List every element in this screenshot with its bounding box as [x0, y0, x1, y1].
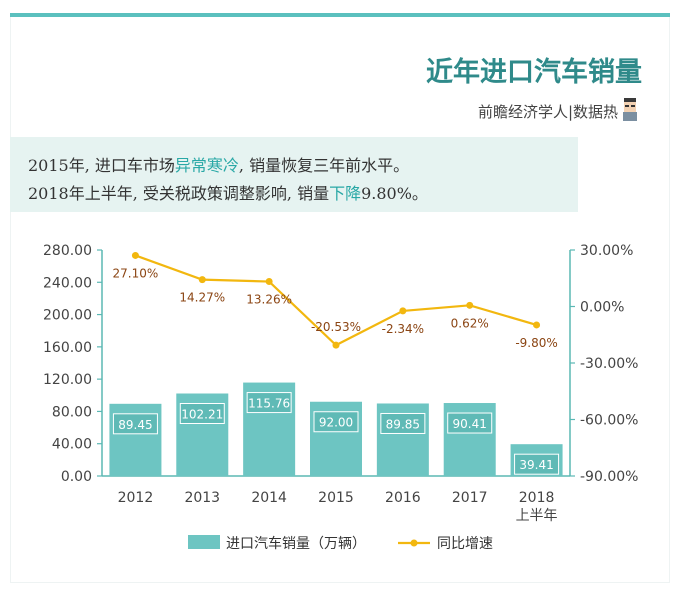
- left-axis-tick-label: 160.00: [43, 340, 92, 356]
- bar-value-label-bg: [112, 413, 158, 435]
- x-axis-tick-label: 2017: [452, 490, 488, 506]
- bar-value-label: 90.41: [453, 417, 487, 431]
- bar-value-label: 39.41: [519, 458, 553, 472]
- growth-point: [265, 278, 273, 286]
- legend-line-label: 同比增速: [437, 536, 493, 552]
- bar-value-label: 89.85: [386, 417, 420, 431]
- growth-point: [466, 301, 474, 309]
- legend-bar-swatch: [188, 535, 220, 549]
- right-axis-tick-label: -30.00%: [580, 356, 638, 372]
- highlight-box: [10, 137, 578, 212]
- growth-value-label: 13.26%: [246, 293, 292, 307]
- growth-value-label: -9.80%: [515, 336, 557, 350]
- top-accent-bar: [10, 13, 670, 17]
- bar-value-label-bg: [313, 411, 359, 433]
- highlight-accent-1: 异常寒冷: [174, 156, 239, 175]
- growth-point: [533, 321, 541, 329]
- x-axis-tick-label: 2012: [118, 490, 154, 506]
- left-axis-tick-label: 280.00: [43, 243, 92, 259]
- left-axis-tick-label: 200.00: [43, 308, 92, 324]
- x-axis-tick-label: 2015: [318, 490, 354, 506]
- growth-point: [131, 251, 139, 259]
- x-axis-tick-label: 上半年: [516, 508, 558, 524]
- growth-value-label: 0.62%: [451, 316, 489, 330]
- growth-point: [399, 307, 407, 315]
- bar-value-label-bg: [179, 403, 225, 425]
- right-axis-tick-label: -90.00%: [580, 469, 638, 485]
- x-axis-tick-label: 2013: [184, 490, 220, 506]
- left-axis-tick-label: 40.00: [52, 437, 92, 453]
- bar-value-label: 115.76: [248, 397, 290, 411]
- growth-value-label: 14.27%: [179, 291, 225, 305]
- left-axis-tick-label: 0.00: [61, 469, 92, 485]
- x-axis-tick-label: 2016: [385, 490, 421, 506]
- bar-value-label-bg: [447, 412, 493, 434]
- x-axis-tick-label: 2014: [251, 490, 287, 506]
- right-axis-tick-label: 0.00%: [580, 300, 624, 316]
- avatar-icon: [623, 98, 637, 121]
- page-title: 近年进口汽车销量: [426, 57, 642, 88]
- highlight-line-1: 2015年, 进口车市场异常寒冷, 销量恢复三年前水平。: [28, 156, 410, 175]
- bar-value-label: 92.00: [319, 416, 353, 430]
- growth-value-label: -20.53%: [311, 320, 361, 334]
- right-axis-tick-label: -60.00%: [580, 413, 638, 429]
- growth-value-label: -2.34%: [382, 322, 424, 336]
- left-axis-tick-label: 240.00: [43, 275, 92, 291]
- bar-value-label-bg: [380, 412, 426, 434]
- x-axis-tick-label: 2018: [519, 490, 555, 506]
- legend-line-marker: [410, 539, 418, 547]
- bar-value-label-bg: [514, 453, 560, 475]
- growth-point: [332, 341, 340, 349]
- right-axis-tick-label: 30.00%: [580, 243, 633, 259]
- left-axis-tick-label: 80.00: [52, 404, 92, 420]
- bar-value-label: 89.45: [118, 418, 152, 432]
- growth-point: [198, 276, 206, 284]
- page-subtitle: 前瞻经济学人|数据热: [477, 103, 618, 121]
- bar-value-label-bg: [246, 392, 292, 414]
- left-axis-tick-label: 120.00: [43, 372, 92, 388]
- highlight-accent-2: 下降: [329, 184, 362, 203]
- legend-bar-label: 进口汽车销量（万辆）: [226, 535, 366, 552]
- growth-value-label: 27.10%: [113, 266, 159, 280]
- bar-value-label: 102.21: [181, 408, 223, 422]
- highlight-line-2: 2018年上半年, 受关税政策调整影响, 销量下降9.80%。: [28, 184, 428, 203]
- chart-card: [10, 13, 670, 583]
